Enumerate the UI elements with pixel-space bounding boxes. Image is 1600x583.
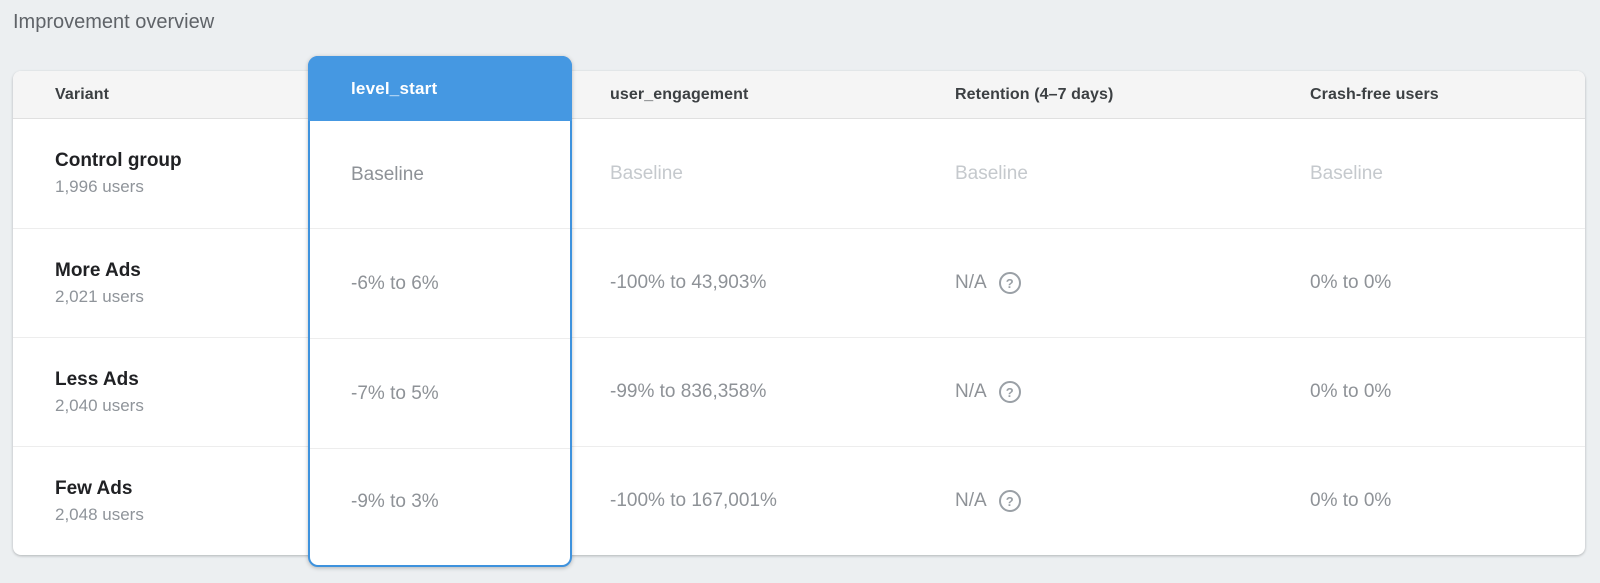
variant-name: More Ads [55,259,141,281]
retention-value: N/A ? [915,338,1270,446]
crash-free-value: 0% to 0% [1310,490,1392,511]
retention-value: N/A ? [915,229,1270,337]
retention-text: N/A [955,272,987,293]
column-header-crash-free-users[interactable]: Crash-free users [1310,85,1439,103]
retention-value: N/A ? [915,447,1270,555]
column-header-retention[interactable]: Retention (4–7 days) [955,85,1114,103]
help-icon[interactable]: ? [998,272,1021,294]
variant-cell: Less Ads 2,040 users [13,338,308,446]
column-header-variant: Variant [55,85,110,103]
level-start-value: Baseline [351,163,424,185]
user-engagement-value: -100% to 167,001% [610,490,777,511]
retention-text: N/A [955,381,987,402]
variant-name: Few Ads [55,477,133,499]
variant-user-count: 2,040 users [55,395,144,415]
retention-text: N/A [955,490,987,511]
crash-free-value: Baseline [1310,162,1383,184]
help-icon[interactable]: ? [998,490,1021,512]
level-start-value: -7% to 5% [310,338,570,448]
table-row-control-group: Control group 1,996 users Baseline Basel… [13,119,1585,228]
variant-name: Less Ads [55,368,139,390]
column-header-level-start[interactable]: level_start [308,56,572,121]
table-row-few-ads: Few Ads 2,048 users -100% to 167,001% N/… [13,446,1585,555]
help-icon[interactable]: ? [998,381,1021,403]
variant-cell: Control group 1,996 users [13,119,308,228]
table-row-less-ads: Less Ads 2,040 users -99% to 836,358% N/… [13,337,1585,446]
crash-free-value: 0% to 0% [1310,272,1392,293]
variant-cell: Few Ads 2,048 users [13,447,308,555]
level-start-value: -6% to 6% [310,228,570,338]
selected-metric-column: level_start Baseline -6% to 6% -7% to 5%… [308,56,572,567]
page-title: Improvement overview [13,11,215,33]
variant-user-count: 2,021 users [55,286,144,306]
column-header-user-engagement[interactable]: user_engagement [610,85,749,103]
table-row-more-ads: More Ads 2,021 users -100% to 43,903% N/… [13,228,1585,337]
user-engagement-value: -99% to 836,358% [610,381,767,402]
table-header-row: Variant user_engagement Retention (4–7 d… [13,71,1585,119]
user-engagement-value: -100% to 43,903% [610,272,767,293]
variant-user-count: 1,996 users [55,177,144,196]
level-start-value: -9% to 3% [310,448,570,555]
variant-user-count: 2,048 users [55,504,144,524]
variant-cell: More Ads 2,021 users [13,229,308,337]
variant-name: Control group [55,150,182,171]
improvement-overview-table: Variant user_engagement Retention (4–7 d… [13,56,1585,567]
retention-value: Baseline [955,162,1028,184]
crash-free-value: 0% to 0% [1310,381,1392,402]
user-engagement-value: Baseline [610,162,683,184]
